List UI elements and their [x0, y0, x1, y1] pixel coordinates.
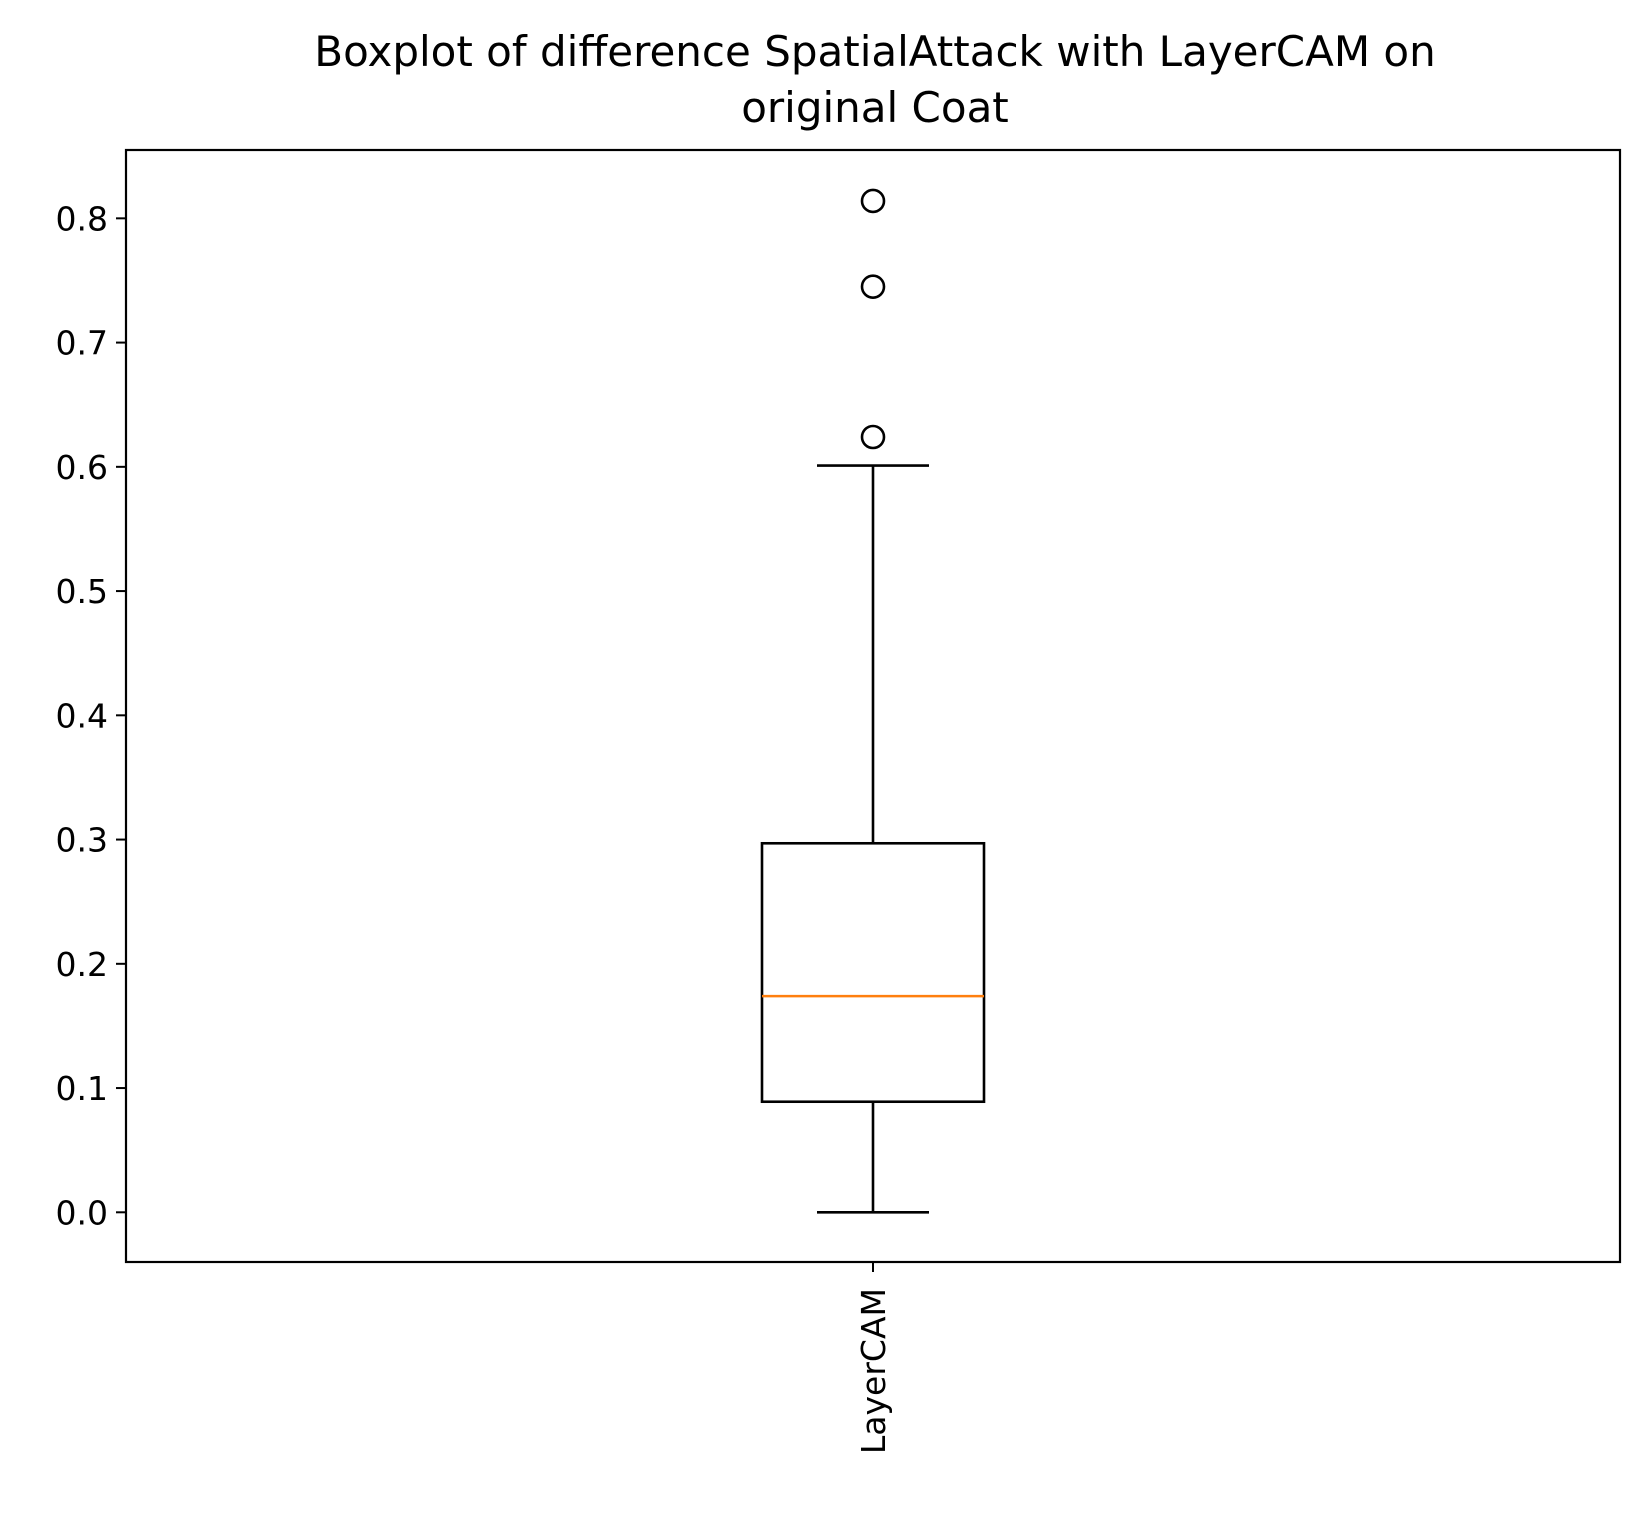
y-tick-label: 0.6 — [56, 448, 108, 487]
y-tick-label: 0.4 — [56, 696, 108, 735]
y-tick-label: 0.5 — [56, 572, 108, 611]
outlier-point — [860, 188, 886, 214]
box-iqr — [760, 841, 986, 1104]
y-tick-label: 0.7 — [56, 324, 108, 363]
plot-area: 0.0 0.1 0.2 0.3 0.4 0.5 0.6 0.7 0.8 LayerCAM — [56, 148, 1622, 1454]
y-tick-label: 0.3 — [56, 821, 108, 860]
y-tick-label: 0.2 — [56, 945, 108, 984]
y-tick-label: 0.0 — [56, 1193, 108, 1232]
outlier-point — [860, 274, 886, 299]
x-tick-label: LayerCAM — [854, 1288, 893, 1454]
chart-title-line-2: original Coat — [741, 83, 1009, 132]
y-tick-label: 0.8 — [56, 199, 108, 238]
chart-title-line-1: Boxplot of difference SpatialAttack with… — [314, 27, 1436, 76]
y-tick-label: 0.1 — [56, 1069, 108, 1108]
outlier-point — [860, 424, 886, 450]
